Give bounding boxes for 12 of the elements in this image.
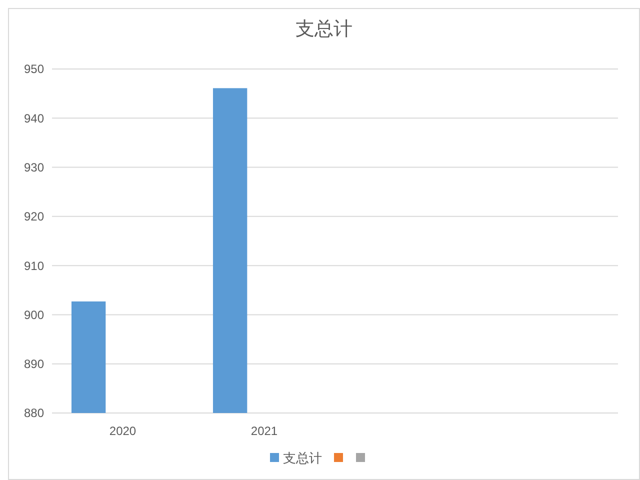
legend-label: 支总计 — [283, 450, 322, 466]
y-tick-label: 950 — [24, 62, 44, 76]
x-tick-label: 2020 — [109, 424, 136, 438]
x-tick-label: 2021 — [250, 424, 278, 438]
y-tick-label: 880 — [24, 406, 44, 420]
y-tick-label: 890 — [24, 357, 44, 372]
y-tick-label: 910 — [24, 258, 44, 273]
y-tick-label: 900 — [24, 308, 44, 322]
y-tick-label: 920 — [24, 210, 44, 224]
chart-title: 支总计 — [296, 19, 352, 40]
y-tick-label: 940 — [24, 111, 44, 126]
y-tick-label: 930 — [24, 160, 44, 174]
